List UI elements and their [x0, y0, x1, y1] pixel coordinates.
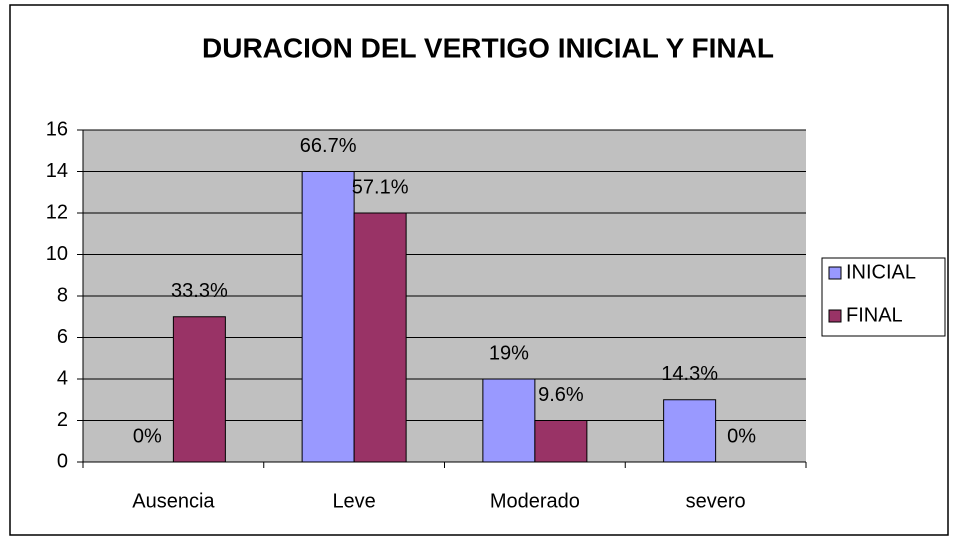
bar	[482, 378, 536, 463]
bar	[301, 171, 355, 463]
legend	[821, 257, 946, 337]
legend-label: FINAL	[846, 304, 903, 326]
data-label: 33.3%	[171, 280, 228, 302]
legend-swatch	[828, 266, 842, 280]
data-label: 14.3%	[661, 363, 718, 385]
data-label: 57.1%	[352, 176, 409, 198]
x-tick-label: Ausencia	[132, 490, 215, 512]
bar	[172, 316, 226, 463]
y-tick-label: 4	[57, 367, 68, 389]
y-tick-label: 10	[46, 243, 68, 265]
bar	[353, 212, 407, 463]
y-tick-label: 8	[57, 284, 68, 306]
y-tick-label: 0	[57, 450, 68, 472]
data-label: 0%	[727, 425, 756, 447]
legend-swatch	[828, 309, 842, 323]
data-label: 9.6%	[538, 384, 584, 406]
y-tick-label: 6	[57, 326, 68, 348]
chart-title: DURACION DEL VERTIGO INICIAL Y FINAL	[202, 32, 774, 63]
y-tick-label: 14	[46, 160, 68, 182]
data-label: 0%	[133, 425, 162, 447]
x-tick-label: Leve	[332, 490, 375, 512]
y-tick-label: 12	[46, 201, 68, 223]
bar	[663, 399, 717, 463]
legend-label: INICIAL	[846, 261, 916, 283]
bar	[534, 420, 588, 463]
data-label: 19%	[489, 342, 529, 364]
y-tick-label: 16	[46, 118, 68, 140]
x-tick-label: Moderado	[490, 490, 580, 512]
y-tick-label: 2	[57, 409, 68, 431]
data-label: 66.7%	[300, 135, 357, 157]
x-tick-label: severo	[686, 490, 746, 512]
